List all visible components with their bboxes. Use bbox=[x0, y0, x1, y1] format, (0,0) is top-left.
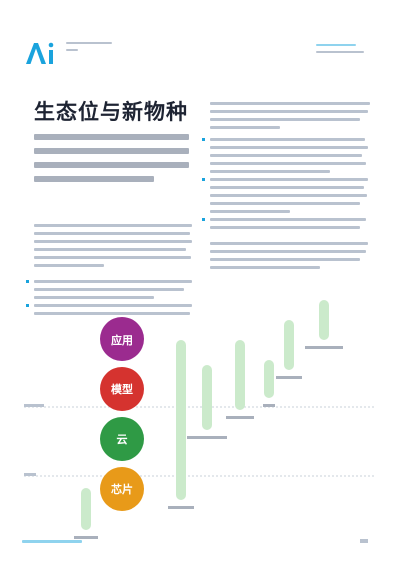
text-line bbox=[34, 224, 192, 227]
text-line bbox=[210, 266, 320, 269]
header-line bbox=[66, 49, 78, 51]
layer-bar bbox=[202, 365, 212, 430]
layer-bar bbox=[284, 320, 294, 370]
ai-logo bbox=[26, 42, 54, 64]
bar-label bbox=[74, 536, 98, 539]
bars-group bbox=[74, 300, 343, 539]
layer-model-circle bbox=[100, 367, 144, 411]
footer-line bbox=[22, 540, 82, 543]
layer-chip-circle bbox=[100, 467, 144, 511]
bar-label bbox=[226, 416, 254, 419]
text-line bbox=[210, 126, 280, 129]
text-line bbox=[34, 248, 186, 251]
layer-application-label: 应用 bbox=[111, 333, 133, 347]
bar-label bbox=[276, 376, 302, 379]
body-paragraph-right bbox=[202, 102, 370, 274]
text-line bbox=[34, 288, 184, 291]
text-line bbox=[210, 110, 368, 113]
text-line bbox=[34, 134, 189, 140]
bullet-item bbox=[26, 280, 194, 299]
text-line bbox=[210, 138, 365, 141]
text-line bbox=[210, 146, 368, 149]
text-line bbox=[34, 232, 190, 235]
layer-cloud-circle bbox=[100, 417, 144, 461]
text-line bbox=[210, 154, 362, 157]
page-title: 生态位与新物种 bbox=[34, 100, 188, 124]
bullet-item bbox=[26, 304, 194, 315]
header-text bbox=[66, 42, 112, 56]
text-line bbox=[210, 162, 366, 165]
text-line bbox=[34, 176, 154, 182]
bar-label bbox=[305, 346, 343, 349]
layer-chip-label: 芯片 bbox=[111, 482, 133, 496]
header-line bbox=[316, 44, 356, 46]
body-paragraph bbox=[26, 224, 194, 320]
header-line bbox=[316, 51, 364, 53]
text-line bbox=[34, 256, 191, 259]
text-line bbox=[34, 240, 192, 243]
layer-bar bbox=[81, 488, 91, 530]
layer-cloud-label: 云 bbox=[117, 433, 128, 446]
text-line bbox=[210, 242, 368, 245]
bullet-item bbox=[202, 138, 370, 173]
lead-paragraph bbox=[34, 134, 194, 190]
layer-bar bbox=[264, 360, 274, 398]
text-line bbox=[210, 250, 366, 253]
bar-label bbox=[187, 436, 227, 439]
header-right-text bbox=[316, 44, 364, 58]
text-line bbox=[210, 226, 360, 229]
text-line bbox=[210, 186, 364, 189]
layer-chart: 应用 模型 云 芯片 bbox=[24, 300, 376, 539]
text-line bbox=[210, 210, 290, 213]
text-line bbox=[210, 202, 360, 205]
layer-bar bbox=[319, 300, 329, 340]
text-line bbox=[34, 148, 189, 154]
layer-application-circle bbox=[100, 317, 144, 361]
text-line bbox=[210, 102, 370, 105]
text-line bbox=[210, 118, 360, 121]
layer-model-label: 模型 bbox=[111, 382, 133, 396]
text-line bbox=[210, 178, 368, 181]
reference-label bbox=[24, 404, 44, 407]
footer-text bbox=[22, 540, 82, 548]
bar-label bbox=[168, 506, 194, 509]
text-line bbox=[34, 312, 190, 315]
text-line bbox=[210, 258, 360, 261]
text-line bbox=[34, 304, 192, 307]
layer-bar bbox=[235, 340, 245, 410]
bar-label bbox=[263, 404, 275, 407]
bullet-item bbox=[202, 218, 370, 229]
text-line bbox=[34, 162, 189, 168]
text-line bbox=[34, 264, 104, 267]
text-line bbox=[210, 194, 367, 197]
header-line bbox=[66, 42, 112, 44]
text-line bbox=[210, 218, 366, 221]
layer-bar bbox=[176, 340, 186, 500]
reference-label bbox=[24, 473, 36, 476]
bullet-item bbox=[202, 178, 370, 213]
text-line bbox=[34, 296, 154, 299]
page-number bbox=[360, 539, 368, 543]
text-line bbox=[34, 280, 192, 283]
text-line bbox=[210, 170, 330, 173]
